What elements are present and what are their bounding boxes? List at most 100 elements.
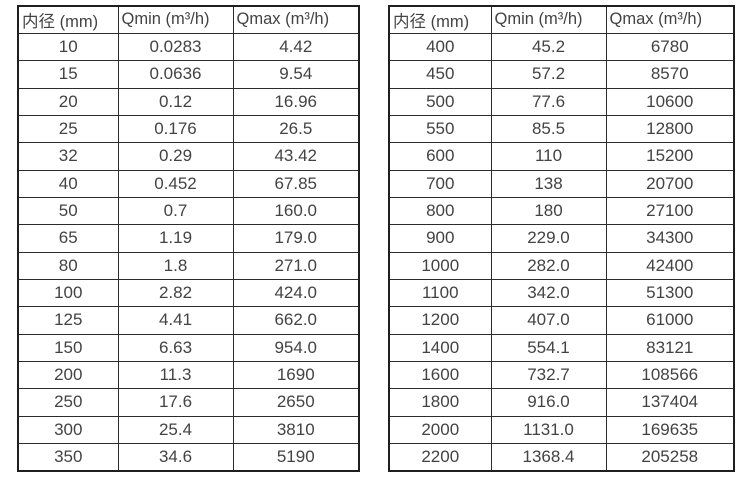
cell-qmin: 0.7 — [117, 196, 234, 226]
cell-qmin: 732.7 — [490, 360, 607, 390]
table-row: 15 0.0636 9.54 — [17, 60, 360, 89]
cell-qmax: 83121 — [605, 333, 735, 362]
header-row: 内径 (mm) Qmin (m³/h) Qmax (m³/h) — [388, 5, 735, 34]
cell-qmin: 0.0283 — [117, 32, 234, 62]
table-row: 1800 916.0 137404 — [388, 388, 735, 417]
cell-diameter: 32 — [17, 142, 119, 171]
cell-qmax: 5190 — [232, 442, 360, 472]
cell-diameter: 100 — [17, 278, 119, 308]
cell-diameter: 2000 — [388, 415, 492, 445]
table-row: 450 57.2 8570 — [388, 60, 735, 89]
cell-qmax: 205258 — [605, 442, 735, 472]
table-body: 10 0.0283 4.42 15 0.0636 9.54 20 0.12 16.96 25 0.1… — [17, 32, 360, 472]
table-row: 1600 732.7 108566 — [388, 360, 735, 390]
col-header-diameter: 内径 (mm) — [17, 5, 119, 34]
cell-qmin: 34.6 — [117, 442, 234, 472]
table-row: 300 25.4 3810 — [17, 415, 360, 445]
cell-diameter: 150 — [17, 333, 119, 362]
table-row: 1400 554.1 83121 — [388, 333, 735, 362]
cell-qmin: 342.0 — [490, 278, 607, 308]
cell-qmin: 85.5 — [490, 114, 607, 144]
cell-qmax: 12800 — [605, 114, 735, 144]
cell-diameter: 550 — [388, 114, 492, 144]
cell-qmax: 15200 — [605, 142, 735, 171]
cell-qmax: 271.0 — [232, 251, 360, 280]
cell-qmin: 0.176 — [117, 114, 234, 144]
cell-qmax: 3810 — [232, 415, 360, 445]
cell-qmin: 138 — [490, 169, 607, 198]
cell-diameter: 250 — [17, 388, 119, 417]
cell-qmin: 77.6 — [490, 87, 607, 116]
header-row: 内径 (mm) Qmin (m³/h) Qmax (m³/h) — [17, 5, 360, 34]
table-row: 550 85.5 12800 — [388, 114, 735, 144]
cell-qmin: 25.4 — [117, 415, 234, 445]
cell-qmin: 17.6 — [117, 388, 234, 417]
table-row: 80 1.8 271.0 — [17, 251, 360, 280]
cell-diameter: 20 — [17, 87, 119, 116]
cell-qmax: 160.0 — [232, 196, 360, 226]
table-row: 125 4.41 662.0 — [17, 306, 360, 335]
cell-qmin: 6.63 — [117, 333, 234, 362]
cell-qmax: 169635 — [605, 415, 735, 445]
table-row: 250 17.6 2650 — [17, 388, 360, 417]
cell-diameter: 80 — [17, 251, 119, 280]
cell-qmin: 2.82 — [117, 278, 234, 308]
cell-diameter: 600 — [388, 142, 492, 171]
cell-qmax: 1690 — [232, 360, 360, 390]
table-row: 1000 282.0 42400 — [388, 251, 735, 280]
cell-diameter: 1400 — [388, 333, 492, 362]
cell-diameter: 50 — [17, 196, 119, 226]
cell-qmax: 137404 — [605, 388, 735, 417]
cell-qmax: 9.54 — [232, 60, 360, 89]
table-row: 500 77.6 10600 — [388, 87, 735, 116]
cell-diameter: 400 — [388, 32, 492, 62]
flow-table-large-diameters: 内径 (mm) Qmin (m³/h) Qmax (m³/h) 400 45.2 6… — [388, 5, 735, 472]
cell-qmin: 11.3 — [117, 360, 234, 390]
cell-qmax: 43.42 — [232, 142, 360, 171]
cell-qmin: 0.29 — [117, 142, 234, 171]
table-row: 900 229.0 34300 — [388, 224, 735, 253]
cell-diameter: 900 — [388, 224, 492, 253]
table-row: 10 0.0283 4.42 — [17, 32, 360, 62]
flow-table-small-diameters: 内径 (mm) Qmin (m³/h) Qmax (m³/h) 10 0.0283… — [17, 5, 360, 472]
cell-qmax: 4.42 — [232, 32, 360, 62]
cell-qmax: 179.0 — [232, 224, 360, 253]
cell-qmax: 34300 — [605, 224, 735, 253]
cell-diameter: 15 — [17, 60, 119, 89]
cell-qmin: 4.41 — [117, 306, 234, 335]
cell-qmax: 51300 — [605, 278, 735, 308]
cell-qmin: 180 — [490, 196, 607, 226]
table-row: 50 0.7 160.0 — [17, 196, 360, 226]
cell-qmax: 26.5 — [232, 114, 360, 144]
cell-diameter: 10 — [17, 32, 119, 62]
cell-diameter: 65 — [17, 224, 119, 253]
table-body: 400 45.2 6780 450 57.2 8570 500 77.6 10600 550 85.… — [388, 32, 735, 472]
table-row: 200 11.3 1690 — [17, 360, 360, 390]
table-row: 40 0.452 67.85 — [17, 169, 360, 198]
table-row: 2000 1131.0 169635 — [388, 415, 735, 445]
cell-qmax: 424.0 — [232, 278, 360, 308]
cell-qmin: 110 — [490, 142, 607, 171]
cell-qmax: 42400 — [605, 251, 735, 280]
cell-qmin: 1131.0 — [490, 415, 607, 445]
table-row: 20 0.12 16.96 — [17, 87, 360, 116]
cell-diameter: 500 — [388, 87, 492, 116]
cell-qmax: 8570 — [605, 60, 735, 89]
cell-diameter: 1100 — [388, 278, 492, 308]
table-row: 600 110 15200 — [388, 142, 735, 171]
cell-diameter: 700 — [388, 169, 492, 198]
col-header-qmin: Qmin (m³/h) — [117, 5, 234, 34]
cell-qmax: 2650 — [232, 388, 360, 417]
cell-qmin: 229.0 — [490, 224, 607, 253]
cell-qmin: 282.0 — [490, 251, 607, 280]
cell-qmin: 1.8 — [117, 251, 234, 280]
cell-qmin: 916.0 — [490, 388, 607, 417]
cell-diameter: 2200 — [388, 442, 492, 472]
cell-qmin: 0.452 — [117, 169, 234, 198]
cell-qmin: 554.1 — [490, 333, 607, 362]
cell-qmax: 16.96 — [232, 87, 360, 116]
table-row: 350 34.6 5190 — [17, 442, 360, 472]
cell-qmax: 61000 — [605, 306, 735, 335]
table-row: 32 0.29 43.42 — [17, 142, 360, 171]
